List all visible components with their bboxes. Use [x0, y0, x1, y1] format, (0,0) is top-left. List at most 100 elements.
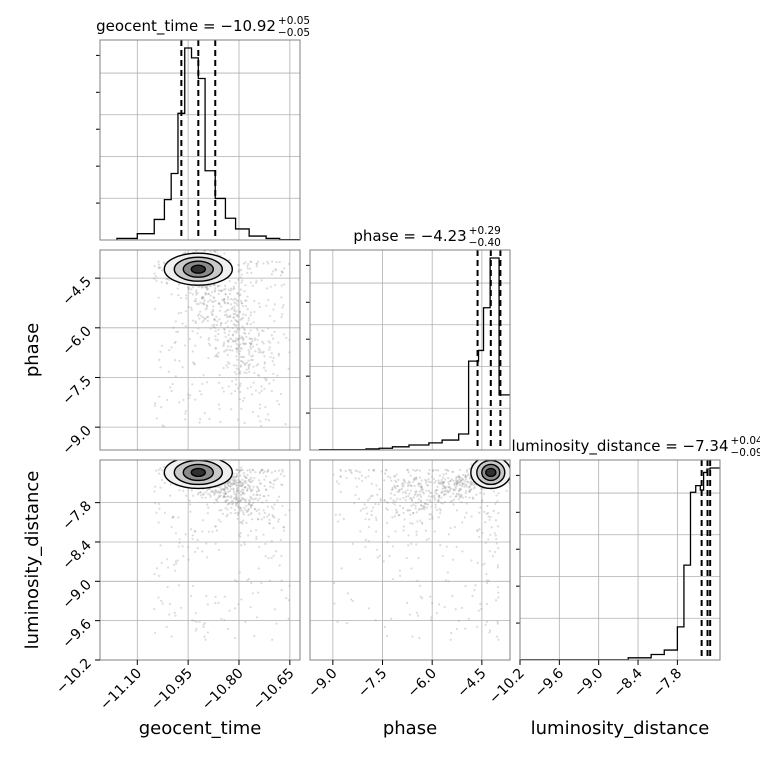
sample-point [235, 310, 238, 313]
sample-point [219, 489, 223, 492]
sample-point [204, 317, 207, 320]
sample-point [497, 492, 500, 495]
sample-point [437, 479, 440, 482]
sample-point [272, 486, 275, 489]
sample-point [385, 521, 389, 524]
sample-point [217, 328, 220, 331]
sample-point [366, 512, 369, 515]
sample-point [211, 300, 214, 303]
sample-point [238, 509, 241, 512]
sample-point [257, 508, 261, 511]
sample-point [196, 538, 199, 542]
sample-point [408, 497, 412, 500]
sample-point [230, 308, 233, 311]
sample-point [201, 320, 204, 324]
sample-point [468, 496, 471, 499]
sample-point [275, 269, 278, 272]
sample-point [276, 374, 279, 377]
sample-point [393, 515, 396, 518]
sample-point [252, 381, 255, 384]
sample-point [203, 303, 206, 306]
sample-point [165, 282, 169, 285]
sample-point [273, 503, 276, 506]
sample-point [523, 477, 525, 479]
sample-point [451, 558, 455, 561]
sample-point [248, 350, 251, 354]
sample-point [191, 585, 195, 588]
sample-point [225, 486, 228, 489]
sample-point [451, 594, 454, 598]
title-label: phase = [353, 227, 420, 245]
sample-point [242, 342, 245, 345]
sample-point [250, 518, 254, 521]
sample-point [182, 252, 185, 255]
xtick-label-luminosity_distance-4: −7.8 [650, 666, 685, 701]
sample-point [233, 636, 237, 640]
sample-point [415, 478, 418, 481]
sample-point [459, 488, 463, 491]
sample-point [250, 393, 254, 396]
sample-point [224, 293, 227, 296]
sample-point [235, 504, 238, 507]
x-axis-label-luminosity_distance: luminosity_distance [531, 718, 710, 739]
title-value: −10.92 [220, 17, 276, 35]
sample-point [441, 554, 444, 558]
sample-point [456, 481, 459, 485]
sample-point [417, 484, 420, 487]
sample-point [248, 341, 251, 344]
sample-point [213, 323, 216, 326]
sample-point [241, 491, 244, 494]
sample-point [222, 300, 226, 303]
sample-point [232, 288, 235, 291]
sample-point [429, 595, 432, 598]
sample-point [461, 483, 464, 486]
sample-point [191, 534, 194, 537]
sample-point [194, 299, 198, 303]
sample-point [230, 338, 233, 341]
sample-point [219, 322, 223, 325]
sample-point [233, 287, 236, 290]
sample-point [418, 469, 421, 472]
sample-point [264, 542, 267, 545]
sample-point [231, 499, 234, 503]
sample-point [246, 308, 249, 311]
sample-point [367, 518, 371, 521]
sample-point [354, 469, 357, 472]
sample-point [240, 485, 243, 488]
sample-point [236, 513, 240, 517]
sample-point [206, 288, 209, 291]
sample-point [227, 288, 230, 291]
sample-point [191, 619, 194, 622]
sample-point [243, 371, 246, 374]
sample-point [235, 475, 238, 478]
sample-point [516, 483, 518, 485]
sample-point [228, 609, 231, 612]
panel-hist-luminosity_distance [519, 459, 721, 661]
sample-point [489, 533, 492, 537]
sample-point [364, 545, 367, 549]
ytick-label-luminosity_distance-1: −9.6 [59, 616, 94, 651]
sample-point [340, 469, 343, 472]
sample-point [236, 498, 239, 501]
sample-point [420, 479, 423, 482]
sample-point [358, 471, 362, 474]
sample-point [458, 468, 461, 471]
sample-point [217, 292, 220, 296]
sample-point [231, 484, 234, 487]
sample-point [214, 250, 217, 253]
sample-point [209, 298, 212, 302]
sample-point [223, 494, 226, 498]
sample-point [477, 609, 481, 612]
sample-point [240, 484, 243, 487]
sample-point [420, 489, 423, 492]
sample-point [223, 490, 227, 493]
sample-point [414, 490, 417, 493]
sample-point [271, 638, 274, 641]
sample-point [168, 278, 171, 282]
sample-point [252, 501, 255, 504]
sample-point [427, 484, 430, 487]
sample-point [355, 485, 358, 488]
sample-point [239, 390, 242, 394]
sample-point [241, 491, 245, 494]
sample-point [247, 509, 250, 512]
